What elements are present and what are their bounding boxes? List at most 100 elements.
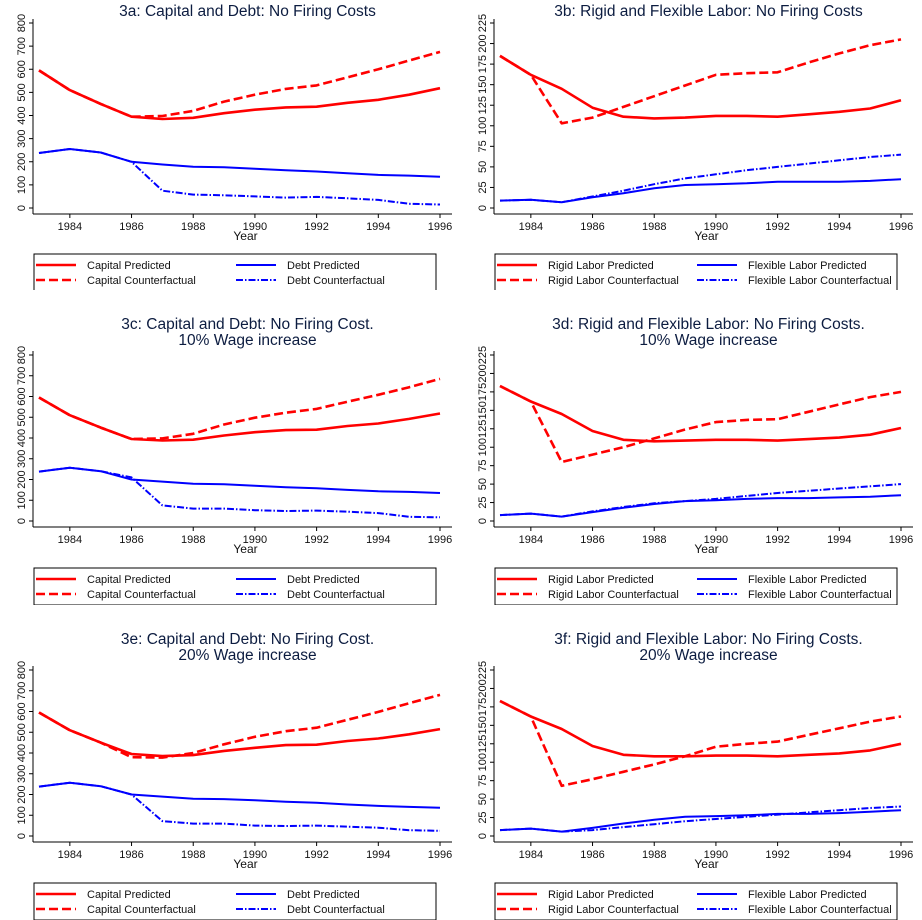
x-tick-label: 1996 — [428, 221, 452, 233]
y-tick-label: 225 — [477, 346, 489, 364]
x-tick-label: 1996 — [889, 221, 913, 233]
y-tick-label: 400 — [16, 744, 28, 762]
x-tick-label: 1994 — [827, 221, 851, 233]
y-tick-label: 225 — [477, 14, 489, 32]
x-tick-label: 1988 — [181, 221, 205, 233]
x-tick-label: 1984 — [58, 534, 82, 546]
chart-title: 10% Wage increase — [178, 332, 316, 349]
x-tick-label: 1984 — [58, 849, 82, 861]
y-tick-label: 400 — [16, 106, 28, 124]
x-tick-label: 1996 — [428, 534, 452, 546]
chart-svg: 3c: Capital and Debt: No Firing Cost.10%… — [16, 316, 452, 605]
chart-title: 3c: Capital and Debt: No Firing Cost. — [121, 316, 373, 333]
series-line-flexible-labor-counterfactual — [499, 153, 902, 204]
series-line-capital-counterfactual — [38, 693, 441, 759]
legend-label: Rigid Labor Predicted — [548, 889, 654, 901]
y-tick-label: 200 — [16, 785, 28, 803]
series-line-capital-predicted — [38, 396, 441, 442]
series-line-flexible-labor-predicted — [499, 178, 902, 204]
y-tick-label: 0 — [16, 518, 28, 524]
chart-title: 20% Wage increase — [639, 647, 777, 664]
x-tick-label: 1990 — [704, 849, 728, 861]
series-line-debt-counterfactual — [38, 781, 441, 832]
x-tick-label: 1990 — [704, 221, 728, 233]
y-tick-label: 700 — [16, 367, 28, 385]
chart-title: 3a: Capital and Debt: No Firing Costs — [119, 3, 376, 20]
series-line-debt-counterfactual — [38, 466, 441, 519]
series-line-rigid-labor-predicted — [499, 384, 902, 443]
y-tick-label: 700 — [16, 682, 28, 700]
y-tick-label: 0 — [477, 833, 489, 839]
legend-label: Debt Predicted — [287, 260, 360, 272]
x-axis-label: Year — [694, 857, 718, 871]
y-tick-label: 225 — [477, 661, 489, 679]
series-line-rigid-labor-counterfactual — [499, 699, 902, 788]
y-tick-label: 0 — [477, 518, 489, 524]
legend-box — [494, 567, 898, 605]
chart-panel-3c: 3c: Capital and Debt: No Firing Cost. 10%… — [0, 313, 461, 605]
y-tick-label: 300 — [16, 765, 28, 783]
legend-label: Flexible Labor Predicted — [748, 260, 867, 272]
chart-title: 20% Wage increase — [178, 647, 316, 664]
y-tick-label: 200 — [477, 679, 489, 697]
y-tick-label: 150 — [477, 401, 489, 419]
x-tick-label: 1992 — [765, 849, 789, 861]
series-line-rigid-labor-counterfactual — [499, 38, 902, 125]
y-tick-label: 175 — [477, 383, 489, 401]
series-line-flexible-labor-counterfactual — [499, 805, 902, 833]
x-tick-label: 1988 — [642, 534, 666, 546]
x-tick-label: 1988 — [642, 849, 666, 861]
y-tick-label: 600 — [16, 702, 28, 720]
y-tick-label: 800 — [16, 14, 28, 32]
y-tick-label: 200 — [16, 153, 28, 171]
y-tick-label: 50 — [477, 161, 489, 173]
legend-label: Capital Predicted — [87, 889, 171, 901]
legend-label: Debt Predicted — [287, 889, 360, 901]
x-axis-label: Year — [694, 229, 718, 243]
series-line-capital-predicted — [38, 69, 441, 121]
x-tick-label: 1984 — [58, 221, 82, 233]
legend-label: Rigid Labor Predicted — [548, 574, 654, 586]
legend-label: Capital Counterfactual — [87, 589, 196, 601]
y-tick-label: 125 — [477, 735, 489, 753]
series-line-rigid-labor-predicted — [499, 54, 902, 120]
legend-label: Debt Counterfactual — [287, 589, 385, 601]
y-tick-label: 800 — [16, 346, 28, 364]
x-tick-label: 1994 — [827, 534, 851, 546]
x-axis-label: Year — [233, 857, 257, 871]
legend-label: Capital Predicted — [87, 574, 171, 586]
y-tick-label: 0 — [16, 205, 28, 211]
x-axis-label: Year — [233, 542, 257, 556]
x-tick-label: 1988 — [181, 849, 205, 861]
y-tick-label: 50 — [477, 793, 489, 805]
y-tick-label: 500 — [16, 723, 28, 741]
x-tick-label: 1992 — [304, 534, 328, 546]
y-tick-label: 75 — [477, 460, 489, 472]
legend-label: Capital Counterfactual — [87, 904, 196, 916]
y-tick-label: 600 — [16, 60, 28, 78]
series-line-capital-predicted — [38, 711, 441, 758]
series-line-capital-counterfactual — [38, 377, 441, 441]
x-tick-label: 1994 — [366, 534, 390, 546]
y-tick-label: 125 — [477, 420, 489, 438]
series-line-capital-counterfactual — [38, 50, 441, 118]
y-tick-label: 100 — [16, 491, 28, 509]
x-tick-label: 1986 — [580, 534, 604, 546]
series-line-debt-counterfactual — [38, 148, 441, 206]
chart-panel-3d: 3d: Rigid and Flexible Labor: No Firing … — [461, 313, 922, 605]
x-tick-label: 1986 — [580, 221, 604, 233]
x-tick-label: 1996 — [889, 534, 913, 546]
y-tick-label: 800 — [16, 661, 28, 679]
y-tick-label: 25 — [477, 811, 489, 823]
legend-label: Rigid Labor Counterfactual — [548, 589, 679, 601]
y-tick-label: 175 — [477, 55, 489, 73]
y-tick-label: 700 — [16, 37, 28, 55]
y-tick-label: 175 — [477, 698, 489, 716]
legend-box — [494, 882, 898, 920]
x-tick-label: 1990 — [704, 534, 728, 546]
legend-box — [33, 882, 437, 920]
y-tick-label: 150 — [477, 75, 489, 93]
legend-label: Capital Counterfactual — [87, 275, 196, 287]
x-tick-label: 1984 — [519, 849, 543, 861]
x-tick-label: 1992 — [304, 849, 328, 861]
